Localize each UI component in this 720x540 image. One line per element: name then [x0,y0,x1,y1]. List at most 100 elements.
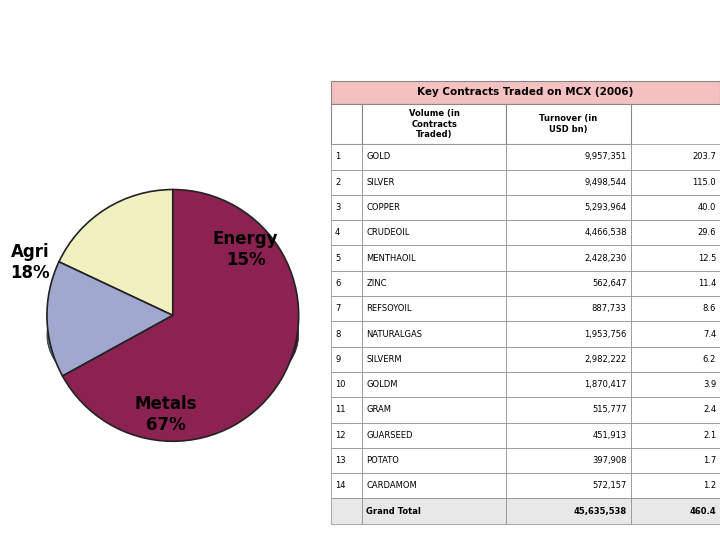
Bar [331,271,362,296]
Text: 572,157: 572,157 [593,481,626,490]
Text: 6: 6 [335,279,341,288]
Wedge shape [59,190,173,315]
Text: 1,870,417: 1,870,417 [585,380,626,389]
Text: 40.0: 40.0 [698,203,716,212]
Text: 1.2: 1.2 [703,481,716,490]
Bar [631,347,720,372]
Text: Metals
67%: Metals 67% [135,395,197,434]
Bar [362,104,506,144]
Text: 14: 14 [335,481,346,490]
Text: GUARSEED: GUARSEED [366,431,413,440]
Text: 397,908: 397,908 [592,456,626,465]
Text: CRUDEOIL: CRUDEOIL [366,228,410,237]
Bar [331,321,362,347]
Text: Energy
15%: Energy 15% [213,230,279,268]
Bar [331,423,362,448]
Text: 203.7: 203.7 [692,152,716,161]
Bar [331,246,362,271]
Text: 7.4: 7.4 [703,329,716,339]
Bar [631,144,720,170]
Bar [362,195,506,220]
Text: NATURALGAS: NATURALGAS [366,329,422,339]
Bar [506,220,631,246]
Text: 451,913: 451,913 [593,431,626,440]
Text: 460.4: 460.4 [690,507,716,516]
Bar [631,397,720,423]
Bar [631,473,720,498]
Bar [362,498,506,524]
Text: Key Contracts Traded on MCX (2006): Key Contracts Traded on MCX (2006) [418,87,634,97]
Bar [631,372,720,397]
Bar [631,195,720,220]
Bar [631,170,720,195]
Text: Share of Agri, Energy & Metals of the Total
MCX Volume in Contracts Traded (2006: Share of Agri, Energy & Metals of the To… [14,9,620,61]
Bar [506,473,631,498]
Text: 2,428,230: 2,428,230 [585,254,626,262]
Text: 9: 9 [335,355,341,364]
Bar [506,321,631,347]
Bar [631,296,720,321]
Polygon shape [47,285,63,370]
Text: REFSOYOIL: REFSOYOIL [366,304,412,313]
Bar [331,195,362,220]
Text: 6.2: 6.2 [703,355,716,364]
Text: 4: 4 [335,228,341,237]
Bar [506,397,631,423]
Text: 2,982,222: 2,982,222 [585,355,626,364]
Bar [331,296,362,321]
Bar [506,296,631,321]
Bar [506,271,631,296]
Bar [331,448,362,473]
Bar [631,498,720,524]
Text: 10: 10 [335,380,346,389]
Text: 8.6: 8.6 [703,304,716,313]
Bar [362,246,506,271]
Bar [362,296,506,321]
Bar [331,144,362,170]
Text: COPPER: COPPER [366,203,400,212]
Text: POTATO: POTATO [366,456,399,465]
Bar [362,144,506,170]
Text: 29.6: 29.6 [698,228,716,237]
Bar [506,195,631,220]
Text: 11.4: 11.4 [698,279,716,288]
Bar [506,372,631,397]
Bar [506,170,631,195]
Bar [331,104,362,144]
Bar [506,448,631,473]
Wedge shape [63,190,299,441]
Text: 12: 12 [335,431,346,440]
Text: 8: 8 [335,329,341,339]
Text: 1,953,756: 1,953,756 [585,329,626,339]
Bar [506,423,631,448]
Bar [506,498,631,524]
Polygon shape [63,242,299,408]
Bar [331,170,362,195]
Text: MENTHAOIL: MENTHAOIL [366,254,416,262]
Text: 4,466,538: 4,466,538 [584,228,626,237]
Text: 5,293,964: 5,293,964 [585,203,626,212]
Text: 11: 11 [335,406,346,414]
Text: 887,733: 887,733 [592,304,626,313]
Text: 2: 2 [335,178,341,187]
Bar [362,372,506,397]
Text: 13: 13 [335,456,346,465]
Bar [362,170,506,195]
Bar [506,246,631,271]
Text: 515,777: 515,777 [592,406,626,414]
Text: SILVERM: SILVERM [366,355,402,364]
Bar [331,347,362,372]
Bar [631,423,720,448]
Bar [631,271,720,296]
Bar [631,246,720,271]
Bar [331,372,362,397]
Bar [362,397,506,423]
Text: 3: 3 [335,203,341,212]
Text: 45,635,538: 45,635,538 [574,507,626,516]
Text: Agri
18%: Agri 18% [11,243,50,282]
Text: 1: 1 [335,152,341,161]
Bar [331,81,720,104]
Text: 12.5: 12.5 [698,254,716,262]
Text: 3.9: 3.9 [703,380,716,389]
Bar [331,397,362,423]
